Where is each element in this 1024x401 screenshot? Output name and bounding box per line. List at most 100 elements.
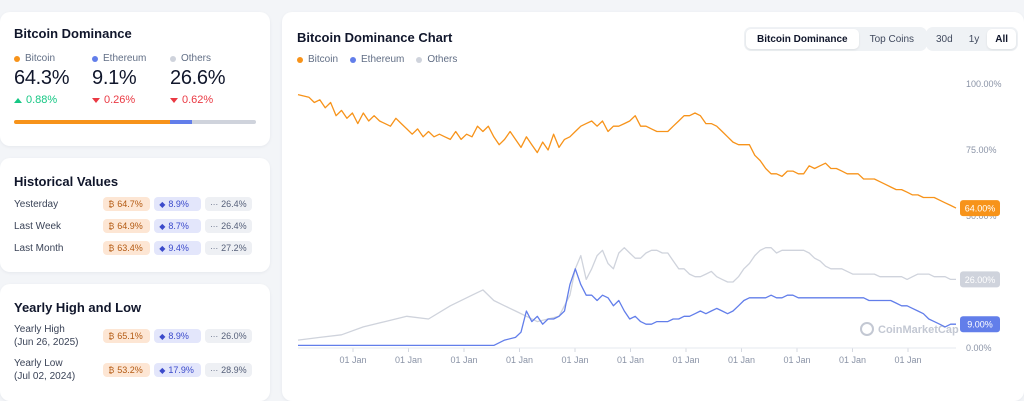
bitcoin-icon: ₿ (108, 221, 115, 231)
tab-top-coins[interactable]: Top Coins (869, 33, 915, 45)
legend-bitcoin[interactable]: Bitcoin (297, 54, 338, 65)
series-line-bitcoin (297, 93, 957, 209)
yearly-row: Yearly High (Jun 26, 2025) ₿ 65.1% ◆ 8.9% ·… (14, 323, 256, 349)
legend-ethereum[interactable]: Ethereum (350, 54, 404, 65)
bitcoin-icon: ₿ (108, 331, 115, 341)
chart-range-tabs: 30d 1y All (926, 27, 1019, 51)
btc-value: 63.4% (117, 243, 143, 253)
others-dot-icon (170, 55, 176, 62)
x-tick-label: 01 Jan (617, 355, 644, 365)
yearly-row: Yearly Low (Jul 02, 2024) ₿ 53.2% ◆ 17.9% ·… (14, 357, 256, 383)
btc-value: 65.1% (117, 331, 143, 341)
yearly-high-low-card: Yearly High and Low Yearly High (Jun 26, … (0, 284, 270, 401)
ethereum-icon: ◆ (159, 243, 166, 253)
eth-value-pill: ◆ 9.4% (154, 241, 202, 255)
ellipsis-icon: ··· (210, 243, 219, 253)
others-value: 26.4% (221, 221, 247, 231)
historical-rows: Yesterday ₿ 64.7% ◆ 8.9% ··· 26.4% Last Week… (14, 197, 256, 255)
ethereum-icon: ◆ (159, 199, 166, 209)
others-change: 0.62% (182, 94, 214, 106)
others-value: 26.0% (221, 331, 247, 341)
end-label-bg-ethereum (960, 316, 1000, 333)
eth-value: 17.9% (168, 365, 194, 375)
yearly-date: (Jun 26, 2025) (14, 337, 79, 348)
x-tick-label: 01 Jan (395, 355, 422, 365)
chart-view-tabs: Bitcoin Dominance Top Coins (744, 27, 928, 51)
eth-value: 8.9% (168, 199, 189, 209)
dominance-share-bar (14, 120, 256, 124)
btc-value: 64.7% (117, 199, 143, 209)
share-segment-ethereum (169, 120, 192, 124)
others-dot-icon (416, 56, 423, 63)
coinmarketcap-logo-icon (860, 322, 874, 336)
bitcoin-dominance-value: 64.3% (14, 67, 70, 89)
ethereum-dominance-value: 9.1% (92, 67, 137, 89)
yearly-label: Yearly High (14, 324, 65, 335)
others-value-pill: ··· 26.0% (205, 329, 252, 343)
row-label: Last Week (14, 220, 62, 232)
ellipsis-icon: ··· (210, 221, 219, 231)
triangle-down-icon (92, 97, 100, 103)
dominance-title: Bitcoin Dominance (14, 26, 132, 41)
dominance-card: Bitcoin Dominance Bitcoin 64.3% 0.88% Et… (0, 12, 270, 146)
others-value-pill: ··· 26.4% (205, 219, 252, 233)
x-tick-label: 01 Jan (839, 355, 866, 365)
x-tick-label: 01 Jan (450, 355, 477, 365)
ethereum-icon: ◆ (159, 365, 166, 375)
ethereum-dot-icon (350, 56, 357, 63)
series-line-others (297, 247, 956, 341)
ethereum-icon: ◆ (159, 331, 166, 341)
chart-legend: Bitcoin Ethereum Others (297, 54, 457, 65)
tab-range-1y[interactable]: 1y (968, 33, 980, 45)
row-label: Yearly Low (Jul 02, 2024) (14, 357, 103, 383)
eth-value: 8.7% (168, 221, 189, 231)
tab-range-30d[interactable]: 30d (936, 33, 953, 45)
row-label: Yesterday (14, 198, 59, 210)
others-dominance-value: 26.6% (170, 67, 226, 89)
others-value-pill: ··· 27.2% (205, 241, 252, 255)
bitcoin-icon: ₿ (108, 365, 115, 375)
others-value: 27.2% (221, 243, 247, 253)
x-tick-label: 01 Jan (728, 355, 755, 365)
others-value-pill: ··· 26.4% (205, 197, 252, 211)
btc-value-pill: ₿ 64.7% (103, 197, 151, 211)
legend-bitcoin-label: Bitcoin (308, 54, 339, 65)
end-label-others: 26.00% (965, 275, 996, 285)
series-line-ethereum (298, 268, 956, 347)
bitcoin-dot-icon (14, 55, 20, 62)
historical-row: Last Month ₿ 63.4% ◆ 9.4% ··· 27.2% (14, 241, 256, 255)
x-tick-label: 01 Jan (783, 355, 810, 365)
end-label-bg-others (960, 271, 1000, 288)
ellipsis-icon: ··· (210, 331, 219, 341)
yearly-title: Yearly High and Low (14, 300, 142, 315)
tab-range-all[interactable]: All (987, 29, 1017, 49)
eth-value-pill: ◆ 17.9% (154, 363, 202, 377)
y-tick-label: 100.00% (966, 79, 1002, 89)
ellipsis-icon: ··· (210, 365, 219, 375)
ethereum-change: 0.26% (104, 94, 136, 106)
tab-bitcoin-dominance[interactable]: Bitcoin Dominance (746, 29, 859, 49)
legend-ethereum-label: Ethereum (361, 54, 405, 65)
triangle-down-icon (170, 97, 178, 103)
ethereum-icon: ◆ (159, 221, 166, 231)
triangle-up-icon (14, 97, 22, 103)
eth-value-pill: ◆ 8.9% (154, 197, 202, 211)
end-label-ethereum: 9.00% (967, 320, 993, 330)
eth-value-pill: ◆ 8.9% (154, 329, 202, 343)
yearly-date: (Jul 02, 2024) (14, 371, 76, 382)
x-tick-label: 01 Jan (561, 355, 588, 365)
btc-value-pill: ₿ 53.2% (103, 363, 151, 377)
row-label: Last Month (14, 242, 64, 254)
share-segment-others (191, 120, 256, 124)
legend-others-label: Others (427, 54, 458, 65)
end-label-bg-bitcoin (960, 200, 1000, 217)
bitcoin-change: 0.88% (26, 94, 58, 106)
eth-value-pill: ◆ 8.7% (154, 219, 202, 233)
dominance-values: Bitcoin 64.3% 0.88% Ethereum 9.1% 0.26% … (14, 53, 256, 106)
legend-others[interactable]: Others (416, 54, 457, 65)
btc-value-pill: ₿ 63.4% (103, 241, 151, 255)
dominance-ethereum: Ethereum 9.1% 0.26% (92, 53, 170, 106)
x-tick-label: 01 Jan (894, 355, 921, 365)
